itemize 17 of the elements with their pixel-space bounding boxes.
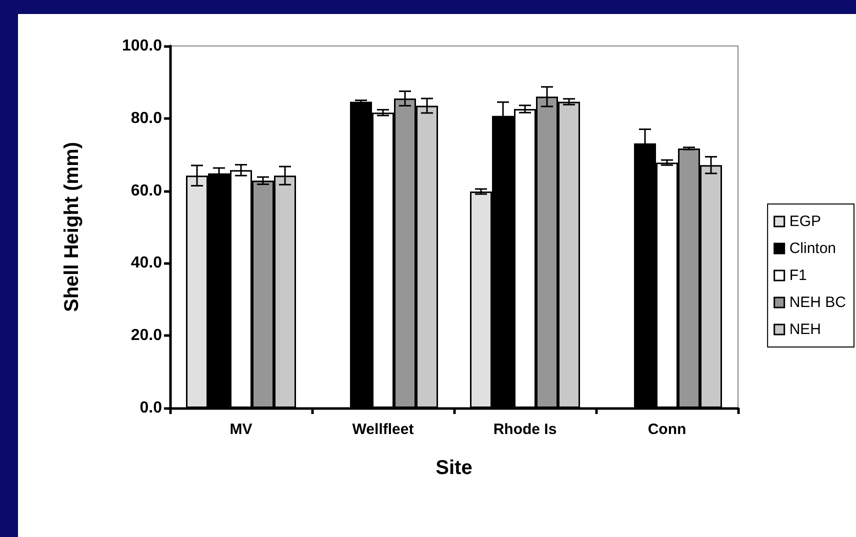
y-axis-title: Shell Height (mm) [61,142,83,312]
legend-label: F1 [789,267,807,284]
y-tick-label: 20.0 [130,327,162,344]
legend-label: NEH BC [789,294,846,311]
x-tick-label: Wellfleet [352,421,414,438]
legend-label: NEH [789,321,821,338]
y-tick-label: 60.0 [130,182,162,200]
y-tick-label: 0.0 [140,400,162,416]
legend-label: Clinton [789,240,836,257]
y-tick-label: 40.0 [130,254,162,272]
y-tick-label: 80.0 [130,110,162,127]
x-axis-title: Site [436,457,472,479]
x-tick-label: Rhode Is [493,421,557,438]
y-tick-label: 100.0 [122,38,162,54]
x-tick-label: MV [230,421,252,438]
legend-label: EGP [789,213,822,230]
x-tick-label: Conn [648,421,686,438]
